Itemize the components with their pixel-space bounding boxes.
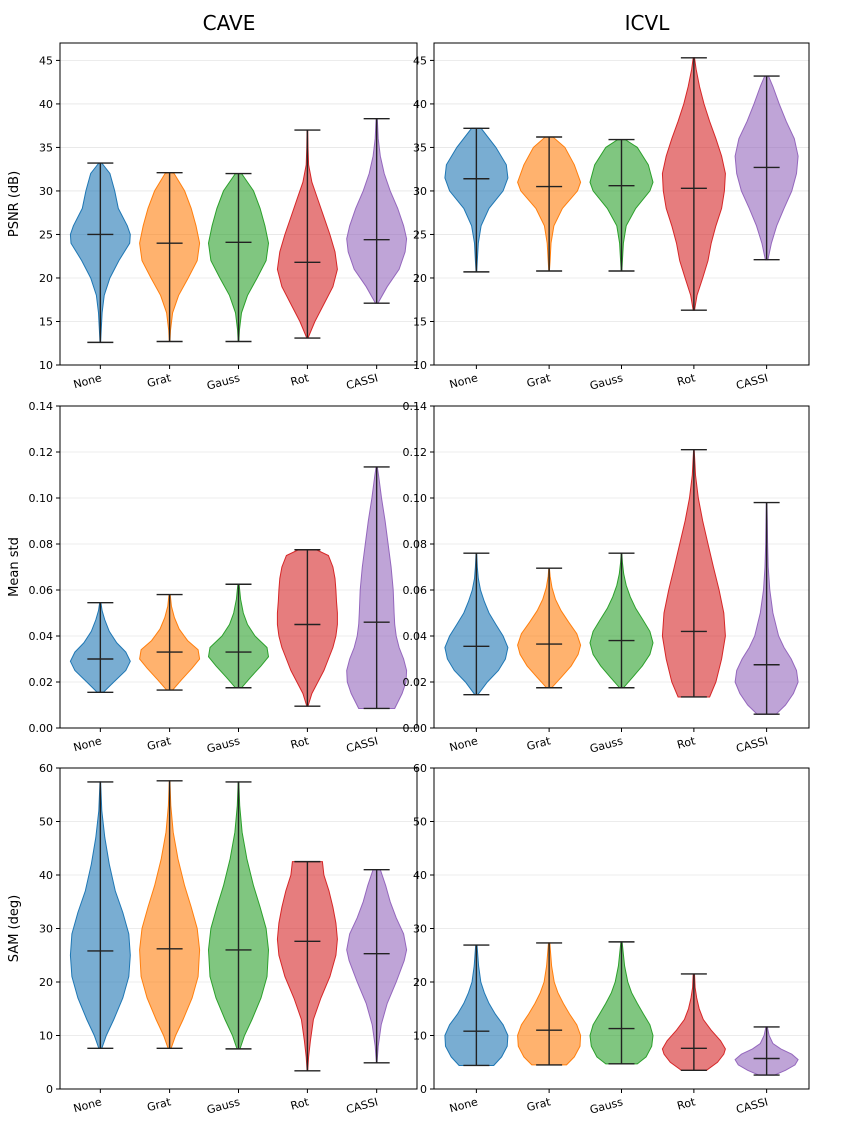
y-tick-label: 0.04 (29, 630, 54, 643)
y-tick-label: 45 (413, 54, 427, 67)
category-label-cassi: CASSI (345, 371, 380, 392)
category-label-grat: Grat (146, 1095, 173, 1114)
category-label-rot: Rot (289, 734, 311, 751)
category-label-grat: Grat (146, 371, 173, 390)
category-label-cassi: CASSI (735, 1095, 770, 1116)
panel-icvl-5: 0 10 20 30 40 50 60 None Grat Gauss Rot CASSI (413, 762, 810, 1117)
category-label-none: None (448, 371, 479, 391)
y-tick-label: 10 (39, 359, 53, 372)
y-tick-label: 10 (39, 1030, 53, 1043)
y-tick-label: 40 (39, 98, 53, 111)
y-tick-label: 0.12 (29, 446, 54, 459)
y-tick-label: 60 (413, 762, 427, 775)
y-tick-label: 40 (413, 869, 427, 882)
category-label-gauss: Gauss (205, 371, 241, 392)
category-label-grat: Grat (525, 734, 552, 753)
panel-cave-4: 0 10 20 30 40 50 60 None Grat Gauss Rot CASSI SAM (d… (7, 762, 418, 1117)
category-label-none: None (72, 734, 103, 754)
y-tick-label: 0 (420, 1083, 427, 1096)
category-label-grat: Grat (525, 1095, 552, 1114)
y-tick-label: 50 (413, 816, 427, 829)
y-tick-label: 0.08 (403, 538, 428, 551)
y-tick-label: 20 (39, 976, 53, 989)
y-tick-label: 0.06 (403, 584, 428, 597)
category-label-rot: Rot (676, 734, 698, 751)
y-tick-label: 45 (39, 54, 53, 67)
y-tick-label: 0.02 (29, 676, 54, 689)
y-tick-label: 30 (39, 185, 53, 198)
y-tick-label: 0 (46, 1083, 53, 1096)
y-tick-label: 0.02 (403, 676, 428, 689)
y-tick-label: 30 (39, 923, 53, 936)
y-tick-label: 20 (413, 272, 427, 285)
y-tick-label: 50 (39, 816, 53, 829)
category-label-rot: Rot (676, 1095, 698, 1112)
y-tick-label: 10 (413, 359, 427, 372)
y-tick-label: 60 (39, 762, 53, 775)
category-label-rot: Rot (289, 371, 311, 388)
category-label-cassi: CASSI (735, 734, 770, 755)
axes-frame (433, 767, 810, 1090)
y-tick-label: 30 (413, 185, 427, 198)
y-tick-label: 0.00 (29, 722, 54, 735)
category-label-gauss: Gauss (588, 734, 624, 755)
y-tick-label: 10 (413, 1030, 427, 1043)
violin-panels: 10 15 20 25 30 35 40 45 None Grat Gauss Rot CASSI PSN… (7, 42, 810, 1117)
panel-cave-2: 0.00 0.02 0.04 0.06 0.08 0.10 0.12 0.14 None Grat… (7, 400, 418, 756)
category-label-none: None (72, 371, 103, 391)
category-label-gauss: Gauss (205, 734, 241, 755)
y-tick-label: 25 (413, 228, 427, 241)
y-tick-label: 0.04 (403, 630, 428, 643)
y-tick-label: 0.14 (403, 400, 428, 413)
category-label-grat: Grat (146, 734, 173, 753)
category-label-gauss: Gauss (588, 371, 624, 392)
axes-frame (433, 42, 810, 366)
panel-icvl-3: 0.00 0.02 0.04 0.06 0.08 0.10 0.12 0.14 None Grat… (403, 400, 810, 756)
axes-frame (59, 767, 418, 1090)
category-label-none: None (448, 734, 479, 754)
y-tick-label: 15 (39, 315, 53, 328)
y-tick-label: 40 (39, 869, 53, 882)
panel-icvl-1: 10 15 20 25 30 35 40 45 None Grat Gauss Rot CASSI (413, 42, 810, 393)
y-tick-label: 0.10 (29, 492, 54, 505)
y-tick-label: 15 (413, 315, 427, 328)
y-axis-label: PSNR (dB) (7, 171, 22, 237)
column-title-right: ICVL (625, 11, 671, 35)
category-label-cassi: CASSI (735, 371, 770, 392)
y-tick-label: 0.14 (29, 400, 54, 413)
category-label-rot: Rot (289, 1095, 311, 1112)
category-label-none: None (72, 1095, 103, 1115)
y-tick-label: 40 (413, 98, 427, 111)
category-label-gauss: Gauss (588, 1095, 624, 1116)
category-label-gauss: Gauss (205, 1095, 241, 1116)
column-title-left: CAVE (203, 11, 256, 35)
panel-cave-0: 10 15 20 25 30 35 40 45 None Grat Gauss Rot CASSI PSN… (7, 42, 418, 393)
y-tick-label: 0.08 (29, 538, 54, 551)
y-tick-label: 0.10 (403, 492, 428, 505)
y-tick-label: 20 (413, 976, 427, 989)
y-tick-label: 30 (413, 923, 427, 936)
y-tick-label: 0.12 (403, 446, 428, 459)
axes-frame (59, 405, 418, 729)
y-tick-label: 0.06 (29, 584, 54, 597)
y-tick-label: 35 (413, 141, 427, 154)
y-axis-label: Mean std (7, 537, 22, 597)
axes-frame (433, 405, 810, 729)
y-axis-label: SAM (deg) (7, 895, 22, 962)
y-tick-label: 0.00 (403, 722, 428, 735)
y-tick-label: 25 (39, 228, 53, 241)
category-label-rot: Rot (676, 371, 698, 388)
category-label-cassi: CASSI (345, 734, 380, 755)
y-tick-label: 35 (39, 141, 53, 154)
y-tick-label: 20 (39, 272, 53, 285)
category-label-cassi: CASSI (345, 1095, 380, 1116)
category-label-grat: Grat (525, 371, 552, 390)
axes-frame (59, 42, 418, 366)
category-label-none: None (448, 1095, 479, 1115)
